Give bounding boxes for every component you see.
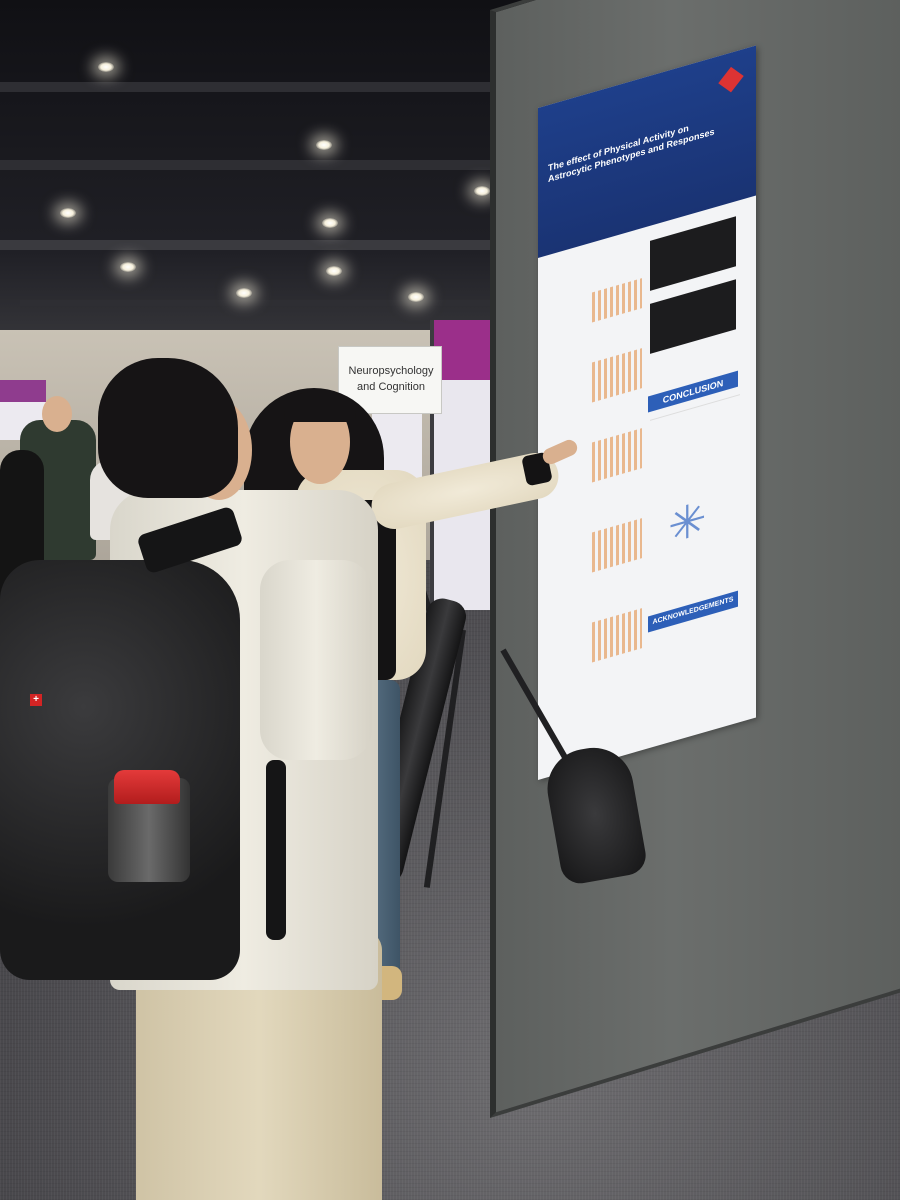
ceiling-light (326, 266, 342, 276)
poster-title: The effect of Physical Activity on Astro… (548, 122, 715, 185)
swiss-cross-logo-icon: + (30, 694, 42, 706)
bangs (284, 392, 356, 422)
ceiling-beam (20, 300, 520, 306)
poster-figure (592, 278, 642, 323)
ceiling-light (474, 186, 490, 196)
poster-figure (592, 608, 642, 663)
jacket-arm (260, 560, 372, 760)
ceiling-light (408, 292, 424, 302)
ceiling-light (120, 262, 136, 272)
ceiling-beam (0, 160, 700, 170)
poster-figure (592, 428, 642, 483)
ceiling-light (316, 140, 332, 150)
category-sign-text: Neuropsychology and Cognition (345, 363, 437, 395)
background-attendee-head (42, 396, 72, 432)
astrocyte-illustration: ✳ (668, 490, 707, 554)
acknowledgements-heading: ACKNOWLEDGEMENTS (648, 590, 738, 633)
conclusion-body (650, 394, 740, 491)
ceiling-beam (0, 240, 560, 250)
neighbor-poster-band (434, 320, 492, 380)
poster-figure (592, 518, 642, 573)
microscopy-image (650, 216, 736, 291)
ceiling-light (98, 62, 114, 72)
research-poster: The effect of Physical Activity on Astro… (538, 45, 756, 781)
bottle-cap (114, 770, 180, 804)
short-hair (98, 358, 238, 498)
far-poster-band (0, 380, 46, 402)
microscopy-image (650, 279, 736, 354)
ceiling-light (60, 208, 76, 218)
ceiling-light (322, 218, 338, 228)
backpack-strap (266, 760, 286, 940)
university-logo-icon (718, 66, 744, 93)
sign-line-2: and Cognition (357, 381, 425, 393)
poster-figure (592, 348, 642, 403)
ceiling-light (236, 288, 252, 298)
ceiling-beam (0, 82, 900, 92)
sign-line-1: Neuropsychology (348, 365, 434, 377)
